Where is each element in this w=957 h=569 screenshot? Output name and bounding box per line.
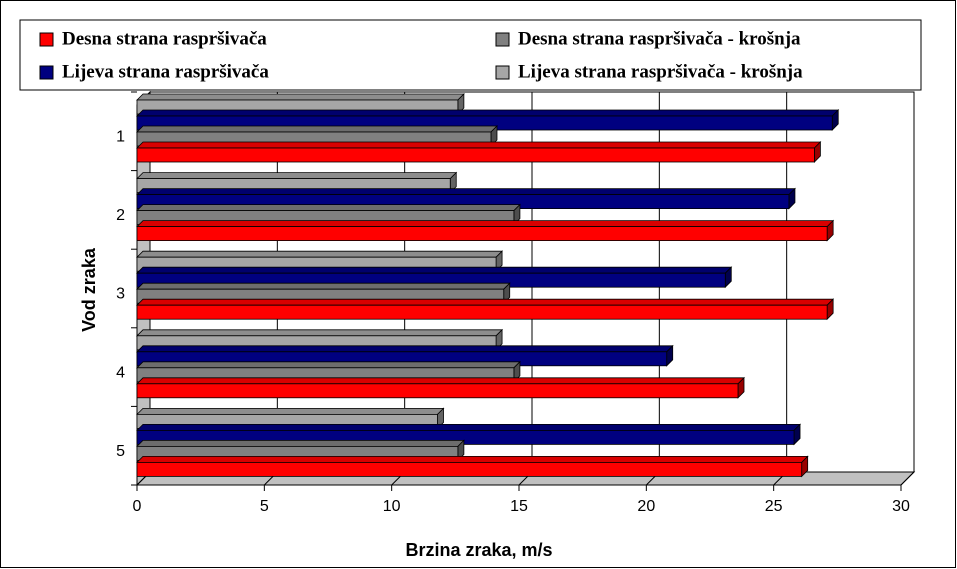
grid-line — [900, 92, 915, 486]
bar-top — [136, 282, 511, 290]
bar-top — [136, 407, 445, 415]
bar-top — [136, 204, 521, 212]
y-tick-label: 4 — [116, 364, 125, 381]
legend-swatch — [39, 32, 54, 47]
bar-top — [136, 109, 840, 117]
bar-top — [136, 220, 835, 228]
legend-swatch — [39, 65, 54, 80]
x-tick-label: 30 — [892, 498, 910, 515]
y-tick-label: 5 — [116, 443, 125, 460]
bar-top — [136, 188, 796, 196]
bar-top — [136, 266, 733, 274]
x-tick-label: 0 — [133, 498, 142, 515]
bar-top — [136, 125, 498, 133]
legend-label: Desna strana raspršivača — [62, 28, 267, 49]
bar-top — [136, 250, 504, 258]
bar — [136, 461, 803, 477]
y-tick-label: 2 — [116, 207, 125, 224]
bar-top — [136, 423, 802, 431]
y-axis-title: Vod zraka — [79, 247, 99, 332]
bar-top — [136, 455, 809, 463]
bar — [136, 304, 828, 320]
legend-label: Lijeva strana raspršivača - krošnja — [518, 61, 803, 82]
bar-top — [136, 141, 822, 149]
bar — [136, 147, 815, 163]
bar — [136, 226, 828, 242]
legend-swatch — [495, 32, 510, 47]
legend-swatch — [495, 65, 510, 80]
bar-top — [136, 377, 745, 385]
x-tick-label: 20 — [637, 498, 655, 515]
legend-label: Lijeva strana raspršivača — [62, 61, 269, 82]
bar-top — [136, 93, 465, 101]
x-axis-title: Brzina zraka, m/s — [405, 540, 552, 560]
bar — [136, 383, 739, 399]
legend-label: Desna strana raspršivača - krošnja — [518, 28, 801, 49]
x-tick-label: 10 — [383, 498, 401, 515]
bar-top — [136, 329, 504, 337]
bar-top — [136, 345, 674, 353]
legend — [19, 19, 922, 91]
x-tick-label: 25 — [765, 498, 783, 515]
x-tick-label: 5 — [260, 498, 269, 515]
x-tick-label: 15 — [510, 498, 528, 515]
bar-top — [136, 172, 458, 180]
y-tick-label: 3 — [116, 286, 125, 303]
bar-top — [136, 439, 465, 447]
bar-top — [136, 298, 835, 306]
bar-top — [136, 361, 521, 369]
y-tick-label: 1 — [116, 129, 125, 146]
